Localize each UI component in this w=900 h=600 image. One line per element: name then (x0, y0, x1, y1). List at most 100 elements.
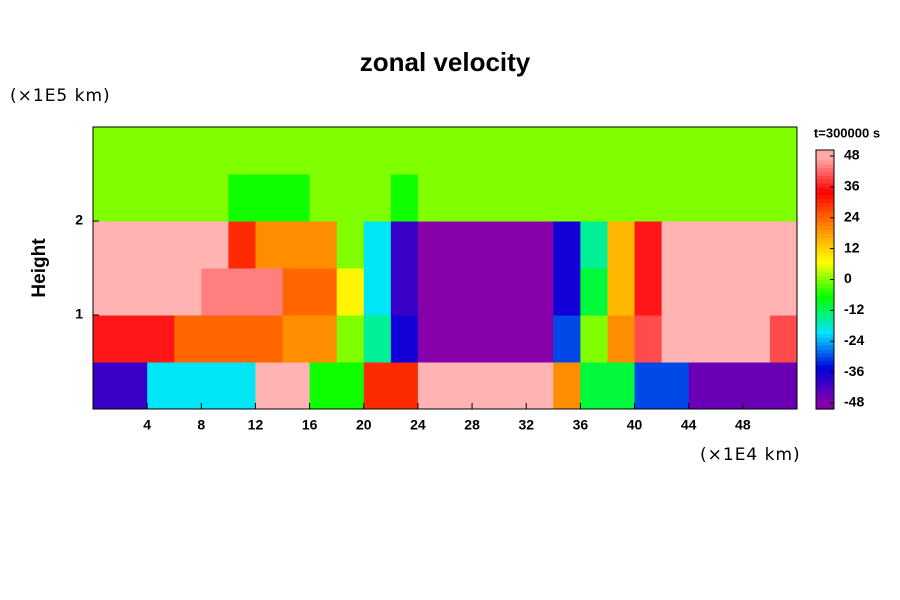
cell (93, 174, 121, 222)
cell (688, 221, 717, 269)
cell (93, 315, 121, 363)
cell (336, 221, 365, 269)
cell (661, 174, 690, 222)
cell (417, 174, 446, 222)
cell (201, 315, 229, 363)
colorbar-step (816, 171, 834, 176)
colorbar-step (816, 310, 834, 315)
colorbar-step (816, 379, 834, 385)
cell (228, 268, 256, 316)
cell (120, 221, 148, 269)
cell (742, 315, 771, 363)
cell (147, 221, 175, 269)
cell (580, 174, 608, 222)
cell (715, 268, 744, 316)
colorbar-step (816, 298, 834, 304)
cell (93, 362, 121, 410)
cell (282, 127, 311, 175)
cell (336, 315, 365, 363)
colorbar-tick-label: 24 (844, 208, 860, 224)
colorbar-step (816, 240, 834, 246)
cell (228, 362, 256, 410)
colorbar-step (816, 264, 834, 269)
x-tick-label: 44 (681, 417, 697, 433)
cell (445, 315, 473, 363)
cell (282, 268, 311, 316)
cell (742, 174, 771, 222)
y-tick-label: 2 (75, 212, 83, 228)
cell (580, 221, 608, 269)
cell (309, 221, 338, 269)
cell (742, 127, 771, 175)
cell (769, 268, 798, 316)
x-tick-label: 4 (143, 417, 151, 433)
cell (580, 268, 608, 316)
colorbar-step (816, 233, 834, 238)
cell (93, 221, 121, 269)
colorbar-step (816, 256, 834, 261)
cell (499, 268, 527, 316)
cell (607, 362, 636, 410)
colorbar-step (816, 150, 834, 161)
cell (147, 315, 175, 363)
x-tick-label: 32 (518, 417, 534, 433)
colorbar-step (816, 399, 834, 410)
cell (526, 127, 554, 175)
cell (445, 221, 473, 269)
colorbar-step (816, 345, 834, 350)
cell (255, 362, 284, 410)
colorbar-tick-label: 12 (844, 239, 860, 255)
cell (607, 127, 636, 175)
colorbar-step (816, 387, 834, 393)
x-tick-label: 16 (302, 417, 318, 433)
cell (580, 362, 608, 410)
cell (363, 268, 392, 316)
cell (282, 174, 311, 222)
cell (472, 315, 500, 363)
cell (93, 127, 121, 175)
colorbar-step (816, 167, 834, 173)
cell (228, 127, 256, 175)
cell (445, 174, 473, 222)
cell (174, 268, 202, 316)
cell (309, 174, 338, 222)
colorbar-step (816, 163, 834, 169)
cell (553, 221, 581, 269)
cell (742, 268, 771, 316)
colorbar-step (816, 179, 834, 184)
cell (336, 174, 365, 222)
colorbar-step (816, 237, 834, 242)
colorbar-step (816, 329, 834, 335)
cell (634, 174, 663, 222)
colorbar-tick-label: 0 (844, 270, 852, 286)
cell (120, 174, 148, 222)
colorbar-step (816, 294, 834, 300)
plot-frame (92, 126, 798, 410)
cell (607, 174, 636, 222)
cell (499, 315, 527, 363)
cell (417, 315, 446, 363)
cell (472, 127, 500, 175)
x-tick-label: 28 (464, 417, 480, 433)
cell (363, 315, 392, 363)
cell (742, 362, 771, 410)
cell (255, 315, 284, 363)
cell (688, 174, 717, 222)
colorbar-step (816, 213, 834, 219)
cell (688, 127, 717, 175)
cell (526, 174, 554, 222)
cell (120, 362, 148, 410)
cell (607, 315, 636, 363)
cell (336, 268, 365, 316)
colorbar-step (816, 395, 834, 400)
cell (174, 362, 202, 410)
cell (417, 221, 446, 269)
colorbar-step (816, 375, 834, 381)
colorbar-step (816, 325, 834, 331)
cell (715, 174, 744, 222)
cell (661, 221, 690, 269)
colorbar-step (816, 186, 834, 192)
cell (120, 127, 148, 175)
colorbar-step (816, 321, 834, 327)
cell (499, 362, 527, 410)
